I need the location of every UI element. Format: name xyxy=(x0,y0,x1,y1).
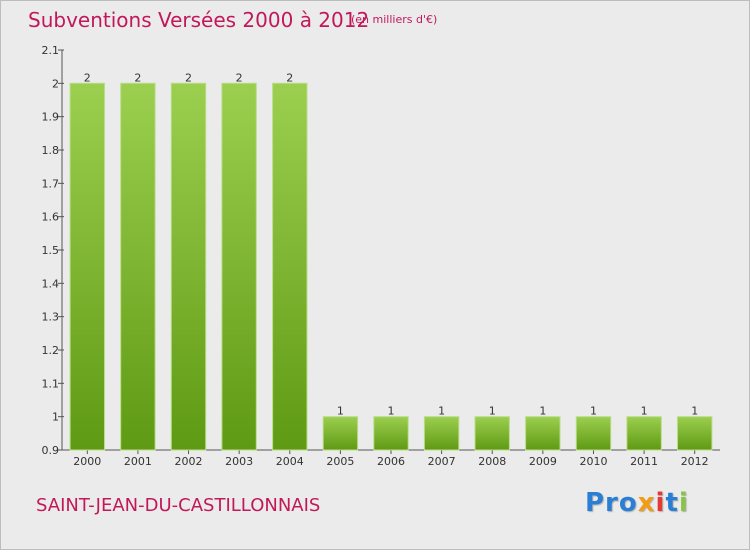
y-tick-label: 1.5 xyxy=(42,244,60,257)
bar xyxy=(170,82,207,451)
x-tick-label: 2002 xyxy=(175,455,203,468)
proxiti-logo[interactable]: Proxiti xyxy=(585,488,689,518)
y-tick-label: 1.6 xyxy=(42,211,60,224)
x-tick-label: 2006 xyxy=(377,455,405,468)
chart-title: Subventions Versées 2000 à 2012 xyxy=(28,8,370,32)
x-tick-label: 2007 xyxy=(428,455,456,468)
x-tick-label: 2010 xyxy=(579,455,607,468)
bar-value-label: 2 xyxy=(84,71,91,84)
bar-value-label: 1 xyxy=(590,405,597,418)
bar xyxy=(221,82,257,451)
bar-value-label: 2 xyxy=(185,71,192,84)
bar-value-label: 1 xyxy=(489,405,496,418)
y-tick-label: 1 xyxy=(52,411,59,424)
x-tick-label: 2001 xyxy=(124,455,152,468)
bar xyxy=(575,416,612,451)
bar xyxy=(525,416,561,451)
x-tick-label: 2008 xyxy=(478,455,506,468)
bar xyxy=(677,416,713,451)
chart-unit-note: (en milliers d'€) xyxy=(351,13,438,26)
logo-part: i xyxy=(678,488,689,518)
y-tick-label: 1.4 xyxy=(42,277,60,290)
bar-value-label: 1 xyxy=(691,405,698,418)
bar xyxy=(322,416,359,451)
bar xyxy=(373,416,409,451)
logo-part: Pro xyxy=(585,488,638,518)
bar-value-label: 2 xyxy=(286,71,293,84)
y-tick-label: 1.2 xyxy=(42,344,60,357)
x-tick-label: 2011 xyxy=(630,455,658,468)
logo-part: i xyxy=(655,488,666,518)
bar-value-label: 1 xyxy=(337,405,344,418)
commune-name: SAINT-JEAN-DU-CASTILLONNAIS xyxy=(36,495,321,516)
chart-bars xyxy=(69,82,713,451)
bar-value-label: 2 xyxy=(134,71,141,84)
logo-part: t xyxy=(665,488,679,518)
x-tick-label: 2000 xyxy=(73,455,101,468)
chart-labels: 2000 2 2001 2 2002 2 2003 2 2004 2 2005 1 2006 1 2007 1… xyxy=(73,71,708,468)
bar-value-label: 1 xyxy=(539,405,546,418)
x-tick-label: 2009 xyxy=(529,455,557,468)
bar xyxy=(626,416,662,451)
bar-value-label: 1 xyxy=(438,405,445,418)
bar xyxy=(474,416,510,451)
x-tick-label: 2003 xyxy=(225,455,253,468)
logo-part: x xyxy=(637,488,656,518)
y-tick-label: 1.8 xyxy=(42,144,60,157)
x-tick-label: 2005 xyxy=(326,455,354,468)
bar-value-label: 2 xyxy=(236,71,243,84)
bar xyxy=(423,416,460,451)
y-tick-label: 1.7 xyxy=(42,177,60,190)
y-tick-label: 1.1 xyxy=(42,377,60,390)
bar-value-label: 1 xyxy=(388,405,395,418)
x-tick-label: 2012 xyxy=(681,455,709,468)
x-tick-label: 2004 xyxy=(276,455,304,468)
y-tick-label: 0.9 xyxy=(42,444,60,457)
y-tick-label: 2.1 xyxy=(42,44,60,57)
y-tick-label: 2 xyxy=(52,77,59,90)
y-tick-label: 1.3 xyxy=(42,311,60,324)
bar xyxy=(69,82,105,451)
y-tick-label: 1.9 xyxy=(42,111,60,124)
bar xyxy=(272,82,308,451)
bar-value-label: 1 xyxy=(641,405,648,418)
bar xyxy=(120,82,156,451)
